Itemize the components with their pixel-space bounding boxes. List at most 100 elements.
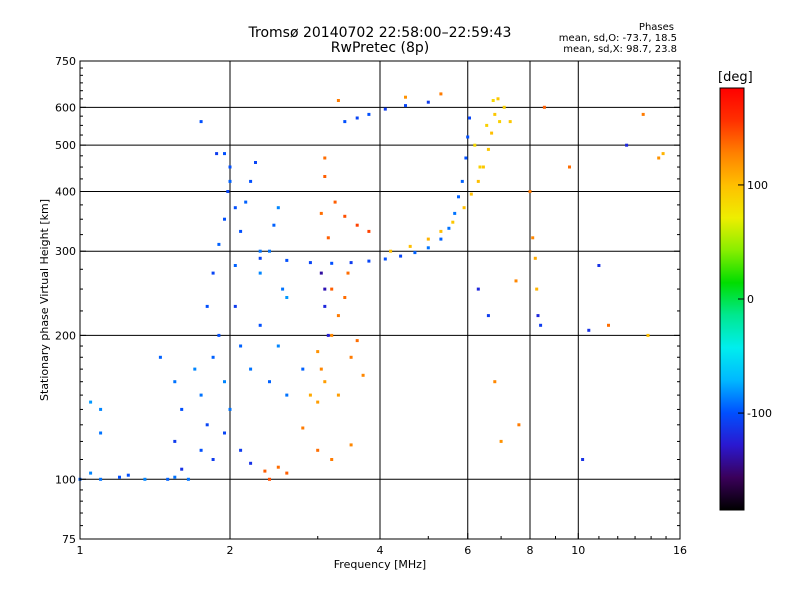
data-point [536, 314, 540, 318]
data-point [499, 439, 503, 443]
data-point [346, 271, 350, 275]
data-point [439, 92, 443, 96]
data-point [485, 123, 489, 127]
colorbar-tick-label: 100 [747, 179, 768, 192]
data-point [466, 135, 470, 139]
data-point [228, 165, 232, 169]
data-point [568, 165, 571, 169]
data-point [641, 112, 645, 116]
data-point [408, 244, 412, 248]
data-point [326, 236, 330, 240]
data-point [535, 287, 539, 291]
y-tick-label: 75 [62, 533, 76, 546]
data-point [581, 458, 585, 461]
data-point [468, 116, 471, 120]
data-point [276, 344, 280, 348]
data-point [217, 242, 221, 246]
data-point [607, 323, 610, 327]
x-tick-label: 2 [227, 544, 234, 557]
data-point [215, 152, 219, 156]
data-point [99, 407, 103, 411]
data-point [211, 355, 215, 359]
data-point [462, 206, 466, 210]
data-point [361, 373, 365, 377]
data-point [481, 165, 485, 169]
data-point [223, 431, 226, 435]
data-point [413, 251, 417, 255]
data-point [469, 192, 473, 196]
data-point [517, 423, 521, 427]
data-point [233, 264, 237, 267]
data-point [531, 236, 535, 240]
data-point [249, 367, 253, 371]
data-point [268, 380, 271, 384]
data-point [239, 229, 243, 233]
data-point [426, 237, 430, 241]
data-point [205, 423, 209, 427]
data-point [323, 287, 327, 291]
data-point [498, 120, 502, 124]
data-point [457, 195, 460, 199]
x-tick-label: 10 [571, 544, 585, 557]
data-point [389, 249, 393, 253]
data-point [625, 143, 629, 147]
data-point [355, 116, 359, 120]
y-tick-label: 100 [55, 473, 76, 486]
x-tick-label: 16 [673, 544, 687, 557]
data-point [336, 99, 340, 102]
data-point [319, 211, 323, 215]
data-point [173, 380, 177, 384]
data-point [254, 161, 257, 164]
data-point [367, 112, 371, 116]
data-point [657, 156, 661, 160]
colorbar-unit-label: [deg] [718, 70, 753, 85]
data-point [330, 458, 334, 461]
data-point [118, 475, 121, 479]
data-point [330, 261, 334, 265]
data-point [199, 393, 203, 397]
y-tick-label: 400 [55, 185, 76, 198]
data-point [426, 100, 430, 104]
data-point [349, 443, 353, 447]
data-point [493, 380, 497, 384]
data-point [326, 333, 330, 337]
data-point [542, 105, 546, 109]
data-point [226, 190, 230, 193]
data-point [451, 220, 455, 224]
data-point [367, 229, 371, 233]
data-point [508, 120, 512, 124]
data-point [330, 333, 334, 337]
data-point [486, 147, 490, 151]
data-point [502, 105, 506, 109]
x-axis-label: Frequency [MHz] [334, 558, 426, 571]
data-point [249, 461, 253, 465]
data-point [486, 314, 490, 318]
data-point [478, 165, 482, 169]
data-point [349, 261, 353, 265]
data-point [173, 439, 177, 443]
data-point [528, 190, 532, 193]
data-point [319, 367, 323, 371]
data-point [316, 448, 320, 452]
data-point [323, 156, 327, 160]
data-point [367, 259, 371, 263]
data-point [301, 426, 305, 430]
data-point [490, 131, 494, 135]
y-tick-label: 500 [55, 139, 76, 152]
data-point [258, 249, 262, 253]
data-point [89, 400, 93, 404]
data-point [426, 246, 430, 250]
data-point [126, 473, 130, 477]
data-point [496, 97, 500, 101]
data-point [89, 471, 93, 475]
data-point [186, 477, 190, 481]
data-point [464, 156, 468, 160]
data-point [316, 400, 320, 404]
data-point [272, 223, 276, 227]
data-point [285, 471, 289, 475]
data-point [349, 355, 353, 359]
x-tick-label: 1 [77, 544, 84, 557]
data-point [249, 179, 253, 183]
data-point [460, 179, 464, 183]
data-point [383, 257, 387, 261]
